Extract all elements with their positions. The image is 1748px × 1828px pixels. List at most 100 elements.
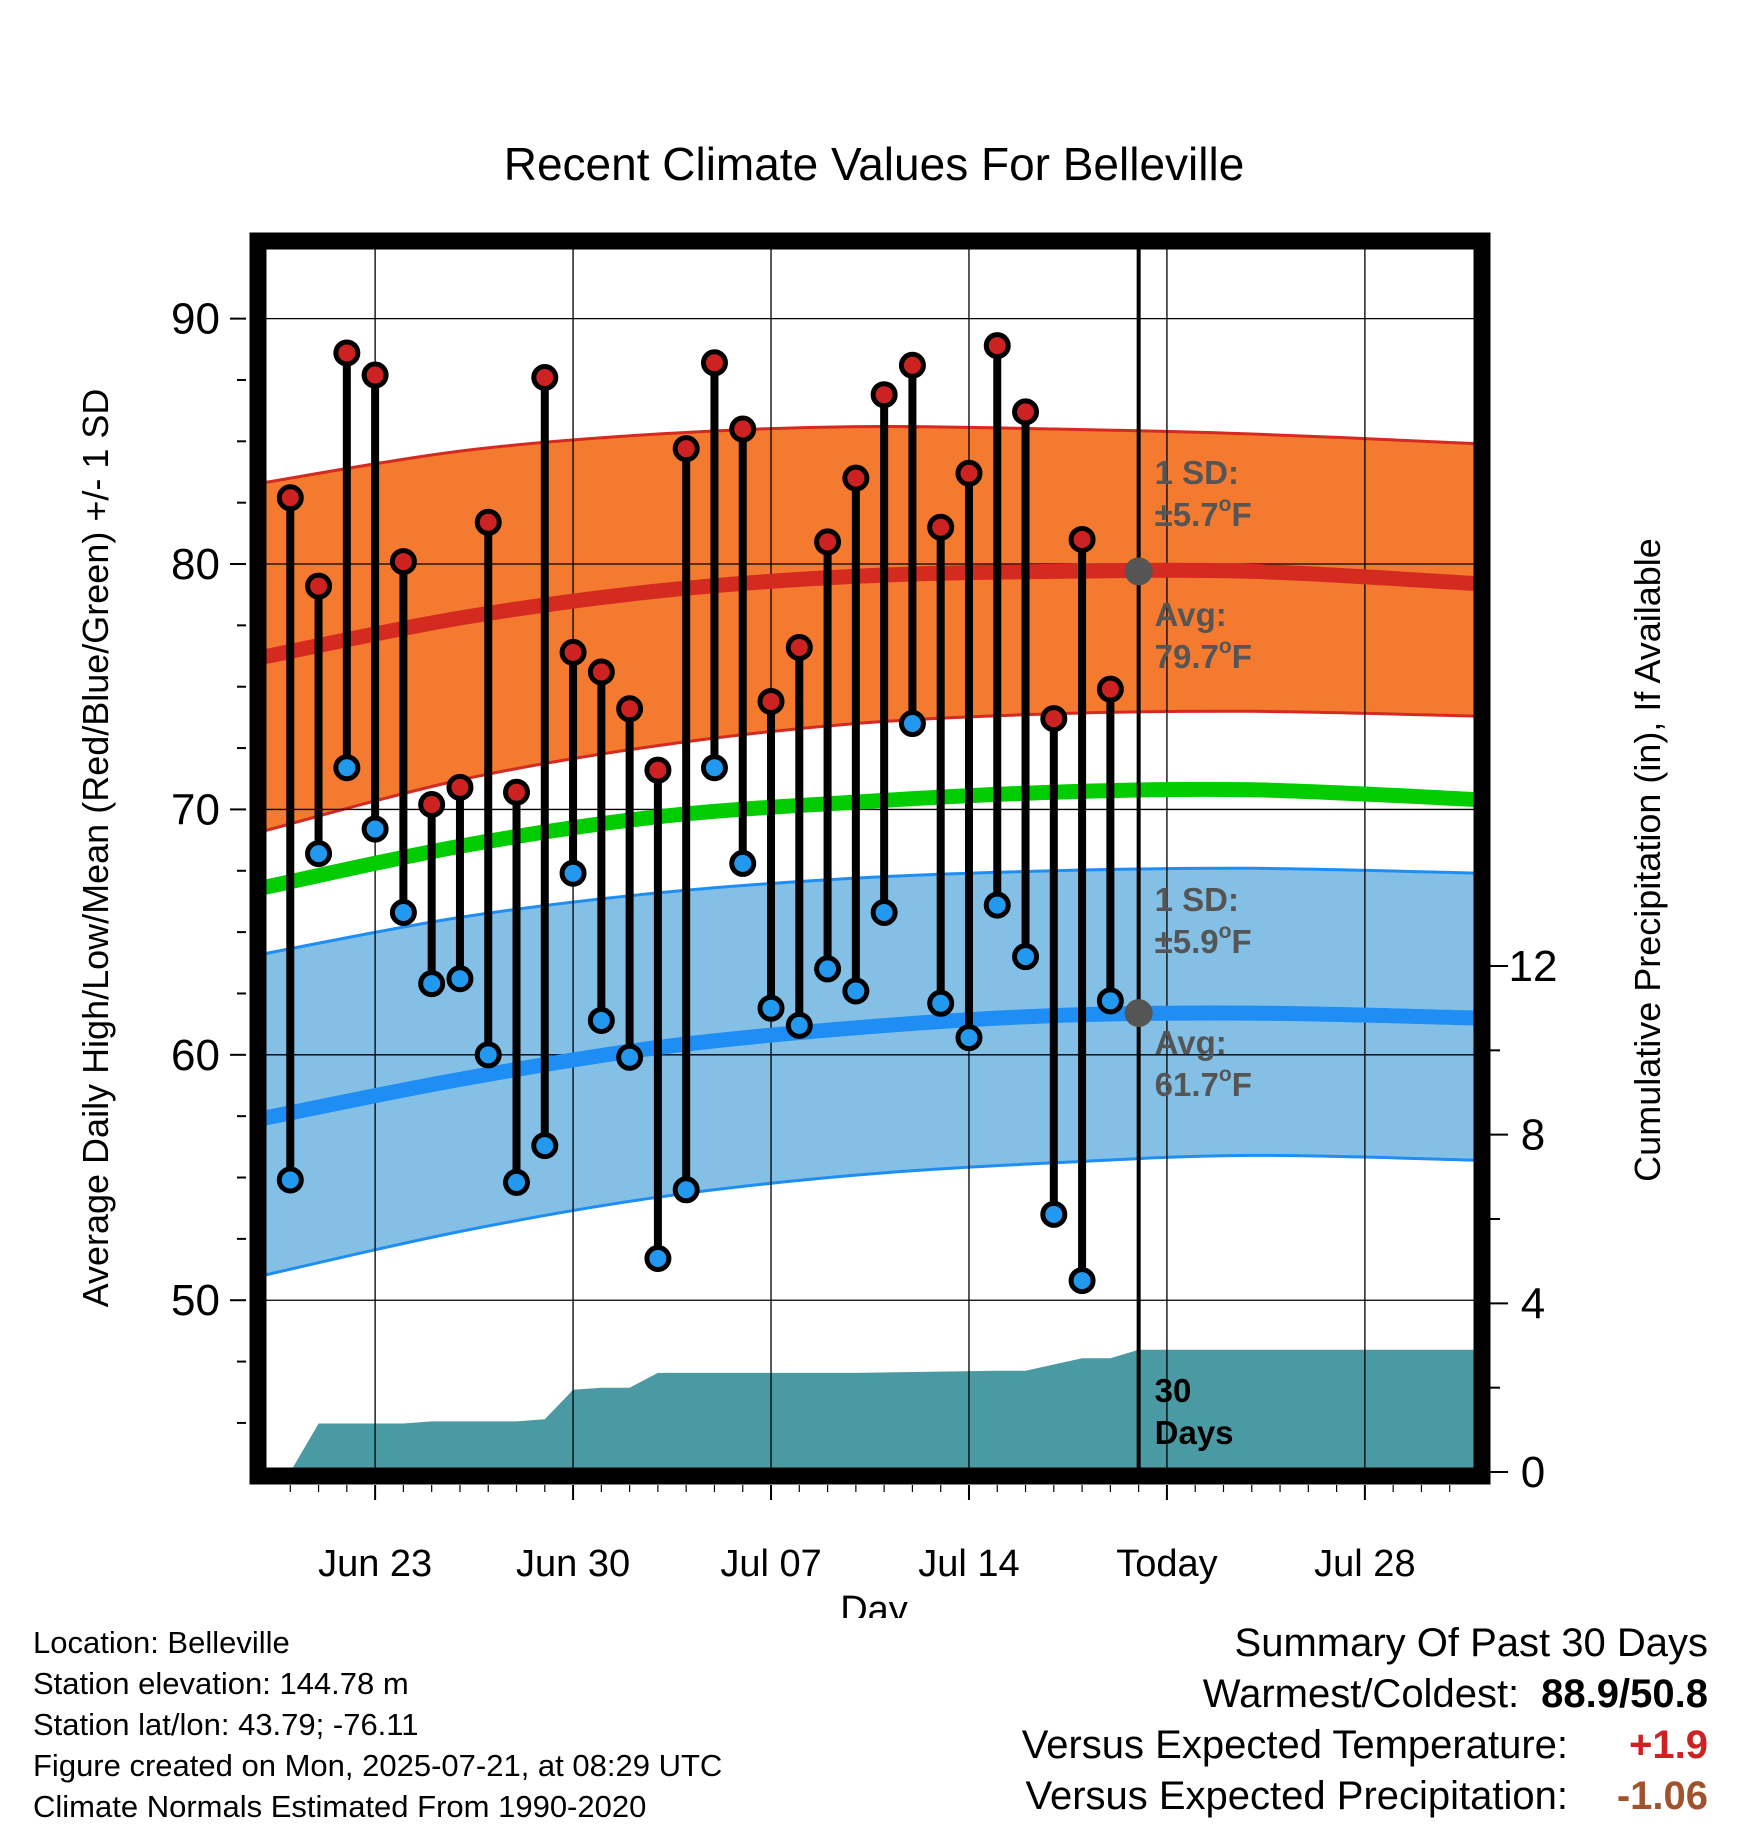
today-low-normal-point xyxy=(1124,999,1153,1028)
temp-departure-value: +1.9 xyxy=(1629,1723,1708,1767)
daily-high-point xyxy=(474,508,502,536)
high-sd-annotation-line2: ±5.7 xyxy=(1155,496,1219,533)
low-sd-annotation-degree: o xyxy=(1219,920,1232,943)
daily-low-point xyxy=(418,970,446,998)
daily-high-point xyxy=(418,791,446,819)
y-axis-label: Average Daily High/Low/Mean (Red/Blue/Gr… xyxy=(75,389,116,1308)
y-tick-label: 70 xyxy=(171,785,220,834)
chart-title: Recent Climate Values For Belleville xyxy=(504,138,1245,190)
daily-high-point xyxy=(305,572,333,600)
y-tick-label: 50 xyxy=(171,1276,220,1325)
daily-high-point xyxy=(1012,398,1040,426)
daily-high-point xyxy=(983,332,1011,360)
daily-high-point xyxy=(644,756,672,784)
daily-high-point xyxy=(361,361,389,389)
daily-low-point xyxy=(446,965,474,993)
daily-high-point xyxy=(333,339,361,367)
daily-low-point xyxy=(729,849,757,877)
daily-low-point xyxy=(503,1168,531,1196)
y2-tick-label: 4 xyxy=(1521,1279,1545,1328)
low-sd-band xyxy=(262,868,1478,1276)
high-sd-band xyxy=(262,426,1478,832)
daily-high-point xyxy=(503,778,531,806)
daily-low-point xyxy=(672,1176,700,1204)
daily-low-point xyxy=(333,754,361,782)
daily-low-point xyxy=(389,898,417,926)
low-avg-annotation-line1: Avg: xyxy=(1155,1024,1227,1061)
climate-chart: Recent Climate Values For Belleville 1 S… xyxy=(75,138,1668,1618)
daily-low-point xyxy=(955,1024,983,1052)
high-sd-annotation: 1 SD: ±5.7oF xyxy=(1155,454,1252,533)
warmest-coldest-value: 88.9/50.8 xyxy=(1541,1672,1708,1716)
y-tick-label: 60 xyxy=(171,1031,220,1080)
daily-high-point xyxy=(785,633,813,661)
high-sd-annotation-line1: 1 SD: xyxy=(1155,454,1239,491)
daily-high-point xyxy=(842,464,870,492)
elevation-text: Station elevation: 144.78 m xyxy=(33,1666,409,1701)
latlon-text: Station lat/lon: 43.79; -76.11 xyxy=(33,1707,419,1742)
daily-low-point xyxy=(361,815,389,843)
daily-low-point xyxy=(898,710,926,738)
daily-low-point xyxy=(1068,1267,1096,1295)
daily-low-point xyxy=(559,859,587,887)
daily-high-point xyxy=(1040,705,1068,733)
x-tick-label: Jul 28 xyxy=(1314,1543,1415,1585)
y-tick-label: 80 xyxy=(171,540,220,589)
precip-departure-label: Versus Expected Precipitation: xyxy=(1025,1774,1568,1818)
period-annotation: 30 Days xyxy=(1155,1372,1234,1451)
daily-low-point xyxy=(983,891,1011,919)
low-avg-annotation-degree: o xyxy=(1219,1063,1232,1086)
x-tick-label: Today xyxy=(1116,1543,1217,1585)
daily-low-point xyxy=(1040,1200,1068,1228)
daily-low-point xyxy=(757,994,785,1022)
daily-high-point xyxy=(616,695,644,723)
temp-departure-label: Versus Expected Temperature: xyxy=(1021,1723,1568,1767)
y-tick-label: 90 xyxy=(171,295,220,344)
low-sd-annotation-line2: ±5.9 xyxy=(1155,923,1219,960)
low-sd-lower-line xyxy=(262,1153,1478,1278)
low-avg-annotation-unit: F xyxy=(1232,1066,1252,1103)
daily-high-point xyxy=(757,687,785,715)
daily-low-point xyxy=(1096,987,1124,1015)
daily-high-point xyxy=(587,658,615,686)
summary-title: Summary Of Past 30 Days xyxy=(1234,1621,1708,1665)
plot-frame xyxy=(249,232,1491,1485)
high-avg-annotation-line1: Avg: xyxy=(1155,596,1227,633)
daily-low-point xyxy=(1012,943,1040,971)
high-sd-upper-line xyxy=(262,424,1478,485)
daily-low-point xyxy=(587,1006,615,1034)
normal-low-line xyxy=(262,1005,1478,1126)
high-avg-annotation-line2: 79.7 xyxy=(1155,638,1219,675)
daily-low-point xyxy=(842,977,870,1005)
low-avg-annotation: Avg: 61.7oF xyxy=(1155,1024,1252,1103)
daily-low-point xyxy=(474,1041,502,1069)
daily-high-point xyxy=(898,351,926,379)
location-text: Location: Belleville xyxy=(33,1625,290,1660)
low-avg-annotation-line2: 61.7 xyxy=(1155,1066,1219,1103)
y2-tick-label: 8 xyxy=(1521,1111,1545,1160)
x-tick-label: Jul 07 xyxy=(720,1543,821,1585)
daily-low-point xyxy=(700,754,728,782)
x-tick-label: Jun 23 xyxy=(318,1543,432,1585)
x-tick-label: Jun 30 xyxy=(516,1543,630,1585)
x-axis-label: Day xyxy=(840,1589,908,1618)
daily-low-point xyxy=(785,1011,813,1039)
station-info: Location: Belleville Station elevation: … xyxy=(33,1622,722,1827)
high-sd-annotation-degree: o xyxy=(1219,493,1232,516)
daily-high-point xyxy=(389,548,417,576)
high-sd-annotation-unit: F xyxy=(1231,496,1251,533)
daily-high-point xyxy=(559,638,587,666)
daily-high-point xyxy=(814,528,842,556)
summary-panel: Summary Of Past 30 Days Warmest/Coldest:… xyxy=(1022,1618,1708,1822)
low-sd-annotation-unit: F xyxy=(1231,923,1251,960)
daily-high-point xyxy=(927,513,955,541)
low-sd-annotation: 1 SD: ±5.9oF xyxy=(1155,881,1252,960)
warmest-coldest-label: Warmest/Coldest: xyxy=(1202,1672,1520,1716)
daily-high-point xyxy=(1068,525,1096,553)
high-avg-annotation-unit: F xyxy=(1232,638,1252,675)
y2-tick-label: 0 xyxy=(1521,1448,1545,1497)
warmest-coldest-row: Warmest/Coldest: 88.9/50.8 xyxy=(1022,1669,1708,1720)
daily-high-point xyxy=(729,415,757,443)
daily-high-point xyxy=(870,381,898,409)
